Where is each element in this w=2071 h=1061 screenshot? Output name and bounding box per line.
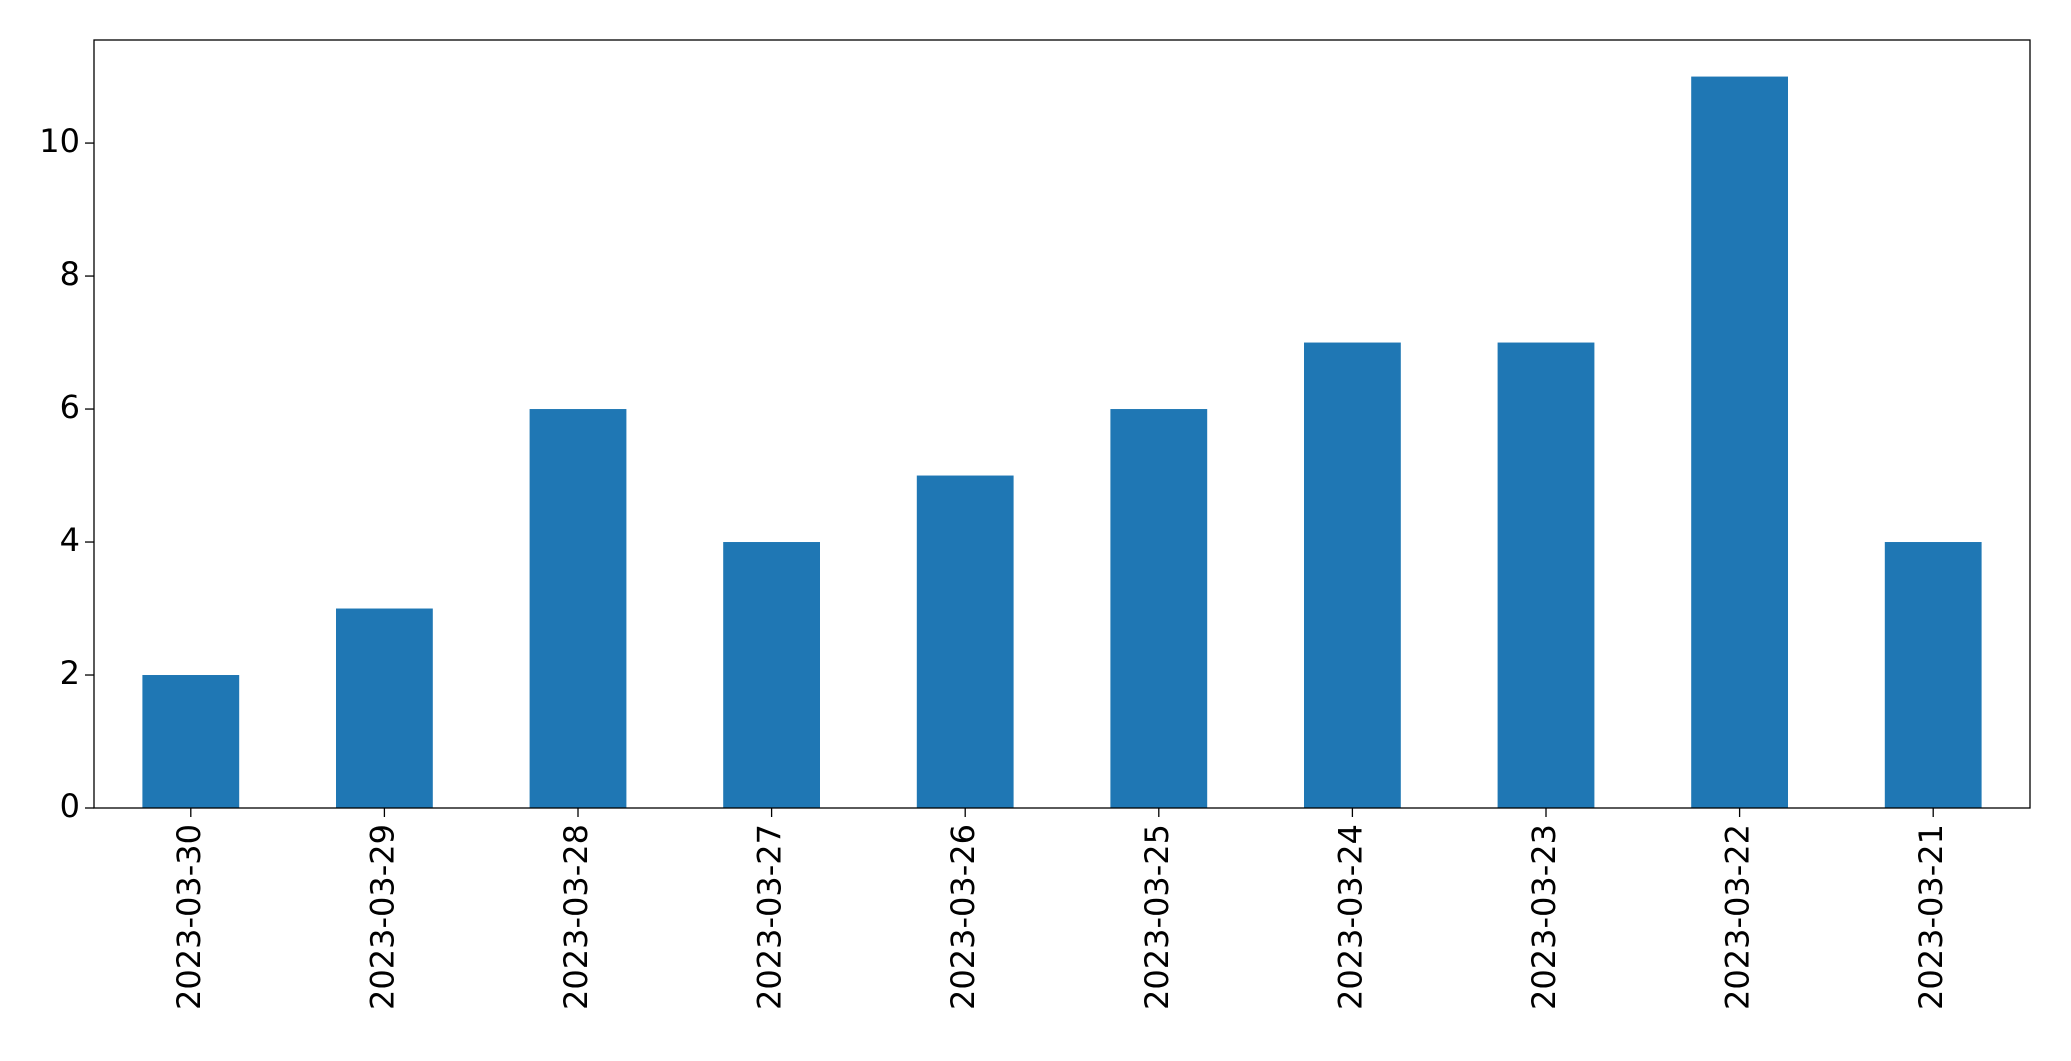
- x-tick-label: 2023-03-26: [944, 824, 982, 1010]
- y-tick-label: 6: [60, 388, 80, 426]
- bar: [336, 608, 433, 808]
- x-tick-label: 2023-03-21: [1912, 824, 1950, 1010]
- x-tick-label: 2023-03-23: [1525, 824, 1563, 1010]
- x-tick-label: 2023-03-29: [363, 824, 401, 1010]
- bar: [1497, 342, 1595, 808]
- x-tick-label: 2023-03-22: [1719, 824, 1757, 1010]
- bar: [1884, 542, 1982, 808]
- bar: [1691, 76, 1788, 809]
- y-tick-label: 4: [60, 521, 80, 559]
- y-tick-label: 10: [39, 122, 80, 160]
- x-tick-label: 2023-03-30: [170, 824, 208, 1010]
- x-tick-label: 2023-03-24: [1331, 824, 1369, 1010]
- y-tick-label: 0: [60, 787, 80, 825]
- bar: [1110, 409, 1208, 808]
- x-tick-label: 2023-03-27: [751, 824, 789, 1010]
- x-tick-label: 2023-03-25: [1138, 824, 1176, 1010]
- plot-frame: [93, 39, 2031, 809]
- y-tick-label: 8: [60, 255, 80, 293]
- bar: [723, 542, 820, 808]
- y-tick-label: 2: [60, 654, 80, 692]
- bar: [142, 675, 240, 808]
- bar: [1304, 342, 1401, 808]
- bar: [529, 409, 627, 808]
- x-tick-label: 2023-03-28: [557, 824, 595, 1010]
- bar: [916, 475, 1014, 808]
